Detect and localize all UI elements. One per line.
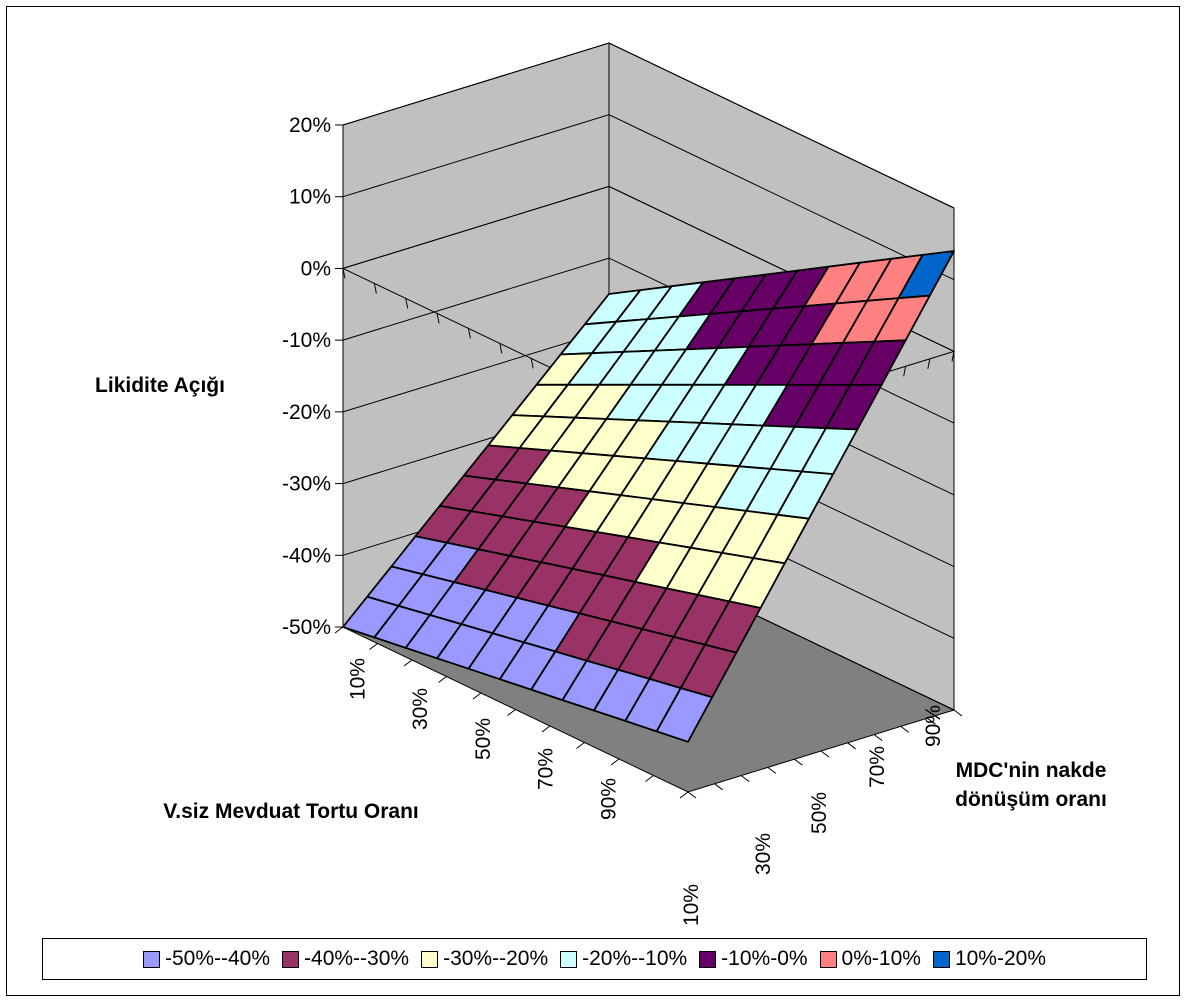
zero-plane-tick (499, 343, 503, 354)
x-axis-tick (334, 626, 344, 634)
surface-cell (655, 687, 714, 743)
y-axis-tick-label: 90% (922, 705, 945, 747)
x-axis-tick (679, 791, 689, 799)
x-axis-tick-label: 30% (409, 688, 432, 730)
y-axis-tick (794, 758, 803, 766)
y-axis-tick (820, 750, 830, 758)
legend-label: -10%-0% (721, 947, 808, 970)
x-axis-tick-label: 50% (472, 718, 495, 760)
zero-plane-tick (951, 351, 955, 362)
legend-item: 10%-20% (932, 947, 1046, 971)
y-axis-tick (873, 734, 883, 741)
zero-plane-tick (927, 358, 931, 369)
y-axis-tick-label: 10% (680, 884, 703, 926)
legend-swatch (932, 950, 950, 968)
z-axis-tick-label: 0% (301, 257, 331, 280)
z-axis-tick-label: -50% (282, 616, 331, 639)
y-axis-tick-label: 70% (866, 746, 889, 788)
y-axis-tick (900, 726, 910, 733)
legend-swatch (142, 950, 160, 968)
x-axis-tick (610, 758, 620, 766)
x-axis-tick (576, 742, 585, 749)
z-axis-tick-label: -30% (282, 473, 331, 496)
y-axis-tick-label: 50% (808, 792, 831, 834)
zero-plane-tick (373, 283, 377, 294)
legend-label: 0%-10% (841, 947, 921, 970)
y-axis-title: MDC'nin nakde (956, 759, 1107, 782)
legend-label: -20%--10% (582, 947, 688, 970)
legend: -50%--40% -40%--30% -30%--20% -20%--10% -10%… (42, 938, 1147, 980)
x-axis-tick (369, 643, 378, 650)
legend-item: -50%--40% (142, 947, 271, 971)
legend-label: -40%--30% (304, 947, 410, 970)
legend-swatch (819, 950, 837, 968)
x-axis-tick (472, 692, 482, 700)
x-axis-title: V.siz Mevduat Tortu Oranı (163, 800, 419, 823)
legend-item: -40%--30% (282, 947, 409, 971)
y-axis-tick (687, 791, 697, 799)
y-axis-tick-label: 30% (752, 833, 775, 875)
y-axis-title-line2: dönüşüm oranı (955, 788, 1107, 811)
surface (342, 250, 955, 743)
legend-item: -10%-0% (699, 947, 808, 971)
z-axis-title: Likidite Açığı (95, 374, 225, 397)
legend-swatch (282, 950, 300, 968)
x-axis-tick (541, 725, 551, 733)
z-axis-tick-label: -40% (282, 544, 331, 567)
gridline-z (342, 114, 955, 281)
z-axis-tick-label: -20% (282, 401, 331, 424)
legend-swatch (421, 950, 439, 968)
x-axis-tick (403, 659, 413, 667)
y-axis-tick (740, 775, 750, 782)
y-axis-tick (847, 742, 856, 750)
x-axis-tick (645, 775, 654, 782)
x-axis-tick-label: 90% (597, 778, 620, 820)
legend-label: 10%-20% (954, 947, 1046, 970)
legend-swatch (560, 950, 578, 968)
zero-plane-tick (405, 298, 409, 309)
y-axis-tick (714, 783, 723, 791)
z-axis-tick-label: 10% (289, 186, 331, 209)
z-axis-tick-label: -10% (282, 329, 331, 352)
x-axis-tick (507, 709, 516, 716)
legend-item: -30%--20% (421, 947, 548, 971)
legend-label: -30%--20% (443, 947, 549, 970)
zero-plane-tick (903, 366, 907, 377)
x-axis-tick (438, 676, 447, 683)
y-axis-tick (927, 717, 936, 725)
y-axis-tick (767, 767, 777, 774)
legend-item: 0%-10% (819, 947, 921, 971)
zero-plane-tick (436, 313, 440, 324)
legend-item: -20%--10% (560, 947, 687, 971)
legend-label: -50%--40% (164, 947, 271, 970)
x-axis-tick-label: 70% (535, 748, 558, 790)
x-axis-tick-label: 10% (346, 658, 369, 700)
zero-plane-tick (467, 328, 471, 339)
y-axis-tick (953, 709, 963, 717)
zero-plane-tick (530, 358, 534, 369)
z-axis-tick-label: 20% (289, 114, 331, 137)
legend-swatch (699, 950, 717, 968)
gridline-z (342, 42, 955, 209)
